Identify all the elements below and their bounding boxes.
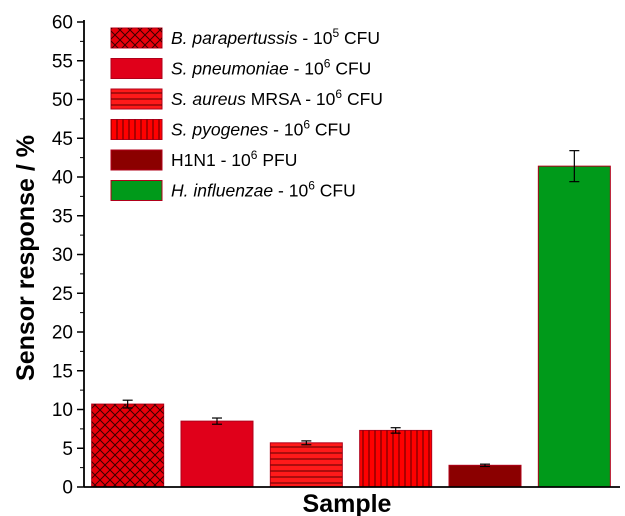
y-tick-label: 35 bbox=[52, 206, 73, 227]
axes bbox=[83, 20, 620, 488]
bar-h1n1 bbox=[448, 464, 522, 488]
y-tick-label: 45 bbox=[52, 129, 73, 150]
error-bars bbox=[122, 150, 580, 468]
y-tick-label: 40 bbox=[52, 168, 73, 189]
bar-pattern-b-parapertussis bbox=[91, 404, 164, 487]
y-tick-label: 5 bbox=[62, 439, 73, 460]
legend-label-b-parapertussis: B. parapertussis - 105 CFU bbox=[171, 26, 380, 48]
y-axis-ticks: 0 5 10 15 20 25 30 35 40 45 50 55 60 bbox=[52, 13, 84, 499]
legend-label-h1n1: H1N1 - 106 PFU bbox=[171, 148, 297, 170]
legend-label-h-influenzae: H. influenzae - 106 CFU bbox=[171, 179, 356, 201]
legend-swatch-h-influenzae bbox=[110, 180, 163, 201]
x-axis-title: Sample bbox=[303, 490, 392, 516]
legend-label-s-pneumoniae: S. pneumoniae - 106 CFU bbox=[171, 57, 371, 79]
legend-swatch-pattern-s-aureus bbox=[111, 89, 162, 109]
legend: B. parapertussis - 105 CFU S. pneumoniae … bbox=[110, 26, 383, 201]
y-tick-label: 30 bbox=[52, 245, 73, 266]
legend-swatch-s-pneumoniae bbox=[110, 58, 163, 79]
legend-label-s-aureus: S. aureus MRSA - 106 CFU bbox=[171, 87, 383, 109]
legend-swatch-pattern-s-pyogenes bbox=[111, 119, 162, 140]
y-axis-title: Sensor response / % bbox=[12, 135, 40, 381]
bar-pattern-s-aureus bbox=[270, 442, 343, 487]
y-tick-label: 50 bbox=[52, 90, 73, 111]
legend-swatch-h1n1 bbox=[110, 149, 163, 171]
y-tick-label: 55 bbox=[52, 51, 73, 72]
bars bbox=[91, 165, 611, 488]
bar-h-influenzae bbox=[537, 165, 611, 488]
bar-s-pneumoniae bbox=[180, 420, 254, 488]
y-tick-label: 20 bbox=[52, 323, 73, 344]
y-tick-label: 15 bbox=[52, 361, 73, 382]
y-tick-label: 10 bbox=[52, 400, 73, 421]
y-tick-label: 25 bbox=[52, 284, 73, 305]
y-tick-label: 60 bbox=[52, 13, 73, 34]
bar-pattern-s-pyogenes bbox=[359, 430, 432, 487]
legend-swatch-pattern-b-parapertussis bbox=[111, 28, 162, 48]
legend-label-s-pyogenes: S. pyogenes - 106 CFU bbox=[171, 118, 351, 140]
y-tick-label: 0 bbox=[62, 478, 73, 499]
